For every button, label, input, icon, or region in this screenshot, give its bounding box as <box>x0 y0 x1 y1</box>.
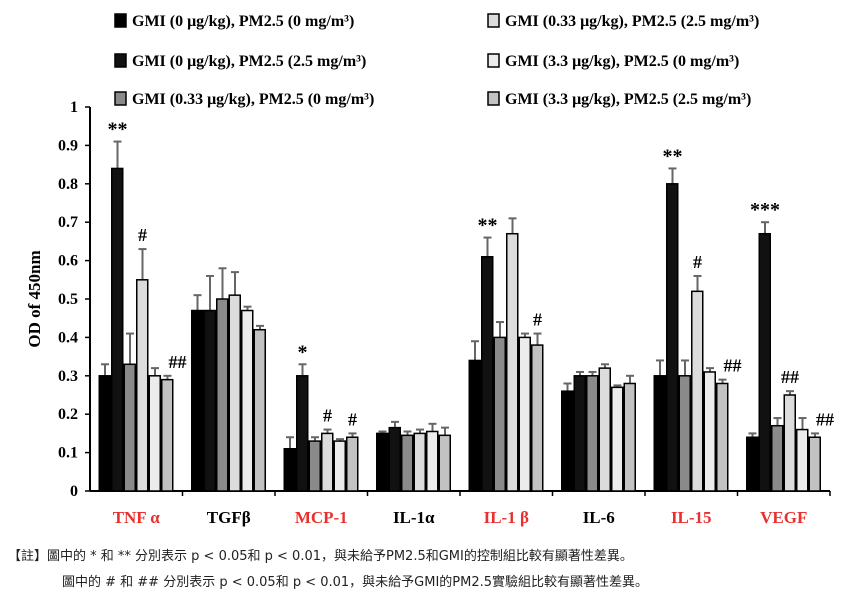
significance-marker: *** <box>750 199 780 221</box>
legend-label: GMI (3.3 μg/kg), PM2.5 (0 mg/m³) <box>505 53 739 70</box>
bar <box>161 378 174 492</box>
y-tick-label: 0.9 <box>58 137 78 154</box>
bar <box>228 294 241 492</box>
bar <box>283 448 296 492</box>
bar <box>808 436 821 492</box>
bar <box>376 432 389 492</box>
bar <box>253 328 266 492</box>
y-tick-label: 0.7 <box>58 214 78 231</box>
bar <box>493 336 506 492</box>
bar <box>796 428 809 492</box>
x-tick-label: IL-1α <box>393 508 435 527</box>
bar <box>241 309 254 492</box>
legend-swatch <box>114 53 127 68</box>
bar <box>111 167 124 492</box>
bar <box>586 375 599 492</box>
y-tick-label: 1 <box>70 99 78 116</box>
bar <box>321 432 334 492</box>
bar <box>148 375 161 492</box>
bar <box>666 183 679 492</box>
legend-swatch <box>487 53 500 68</box>
footnote-2: 圖中的 # 和 ## 分別表示 p < 0.05和 p < 0.01，與未給予G… <box>62 575 649 590</box>
footnote-1: 【註】圖中的 * 和 ** 分別表示 p < 0.05和 p < 0.01，與未… <box>8 549 633 564</box>
bar <box>438 434 451 492</box>
significance-marker: ## <box>781 367 799 387</box>
bar <box>623 382 636 492</box>
x-tick-label: VEGF <box>760 508 807 527</box>
significance-marker: ## <box>724 356 742 376</box>
legend-swatch <box>487 13 500 28</box>
bar <box>746 436 759 492</box>
legend-swatch <box>114 91 127 106</box>
legend-label: GMI (3.3 μg/kg), PM2.5 (2.5 mg/m³) <box>505 91 751 108</box>
legend-swatch <box>487 91 500 106</box>
significance-marker: * <box>298 341 308 363</box>
legend-label: GMI (0.33 μg/kg), PM2.5 (2.5 mg/m³) <box>505 13 759 30</box>
bar <box>413 432 426 492</box>
bar <box>203 309 216 492</box>
bar <box>388 426 401 492</box>
bar <box>691 290 704 492</box>
y-tick-label: 0.4 <box>58 329 78 346</box>
bar <box>123 363 136 492</box>
y-tick-label: 0.1 <box>58 445 78 462</box>
y-tick-label: 0.2 <box>58 406 78 423</box>
bar <box>531 344 544 492</box>
bar <box>758 232 771 492</box>
x-tick-label: TGFβ <box>207 508 251 527</box>
bar <box>703 371 716 492</box>
legend-label: GMI (0 μg/kg), PM2.5 (2.5 mg/m³) <box>132 53 366 70</box>
bar <box>296 375 309 492</box>
bar <box>308 440 321 492</box>
significance-marker: ** <box>108 119 128 141</box>
significance-marker: # <box>323 406 332 426</box>
bar <box>678 375 691 492</box>
bar <box>783 394 796 492</box>
significance-marker: # <box>693 252 702 272</box>
bar <box>573 375 586 492</box>
bar <box>653 375 666 492</box>
y-tick-label: 0.6 <box>58 253 78 270</box>
x-tick-label: IL-1 β <box>484 508 529 527</box>
x-tick-label: IL-6 <box>583 508 615 527</box>
bar <box>136 279 149 492</box>
bar <box>401 434 414 492</box>
legend-label: GMI (0.33 μg/kg), PM2.5 (0 mg/m³) <box>132 91 374 108</box>
x-tick-label: IL-15 <box>671 508 712 527</box>
legend-label: GMI (0 μg/kg), PM2.5 (0 mg/m³) <box>132 13 354 30</box>
y-tick-label: 0.8 <box>58 176 78 193</box>
significance-marker: ## <box>816 409 834 429</box>
bar <box>561 390 574 492</box>
significance-marker: # <box>533 310 542 330</box>
bar <box>481 256 494 492</box>
bar <box>598 367 611 492</box>
x-tick-label: TNF α <box>113 508 161 527</box>
bar <box>468 359 481 492</box>
bar <box>518 336 531 492</box>
y-tick-label: 0.5 <box>58 291 78 308</box>
bar <box>771 424 784 492</box>
bar <box>426 430 439 492</box>
x-tick-label: MCP-1 <box>295 508 348 527</box>
bar <box>216 298 229 492</box>
bar <box>716 382 729 492</box>
significance-marker: ** <box>663 145 683 167</box>
significance-marker: # <box>348 409 357 429</box>
bar <box>346 436 359 492</box>
bar <box>506 232 519 492</box>
bar <box>98 375 111 492</box>
y-axis-label: OD of 450nm <box>25 250 44 347</box>
bar <box>611 386 624 492</box>
y-tick-label: 0.3 <box>58 368 78 385</box>
y-tick-label: 0 <box>70 483 78 500</box>
significance-marker: ## <box>169 352 187 372</box>
legend-swatch <box>114 13 127 28</box>
significance-marker: # <box>138 225 147 245</box>
bar <box>191 309 204 492</box>
bar <box>333 440 346 492</box>
significance-marker: ** <box>478 215 498 237</box>
